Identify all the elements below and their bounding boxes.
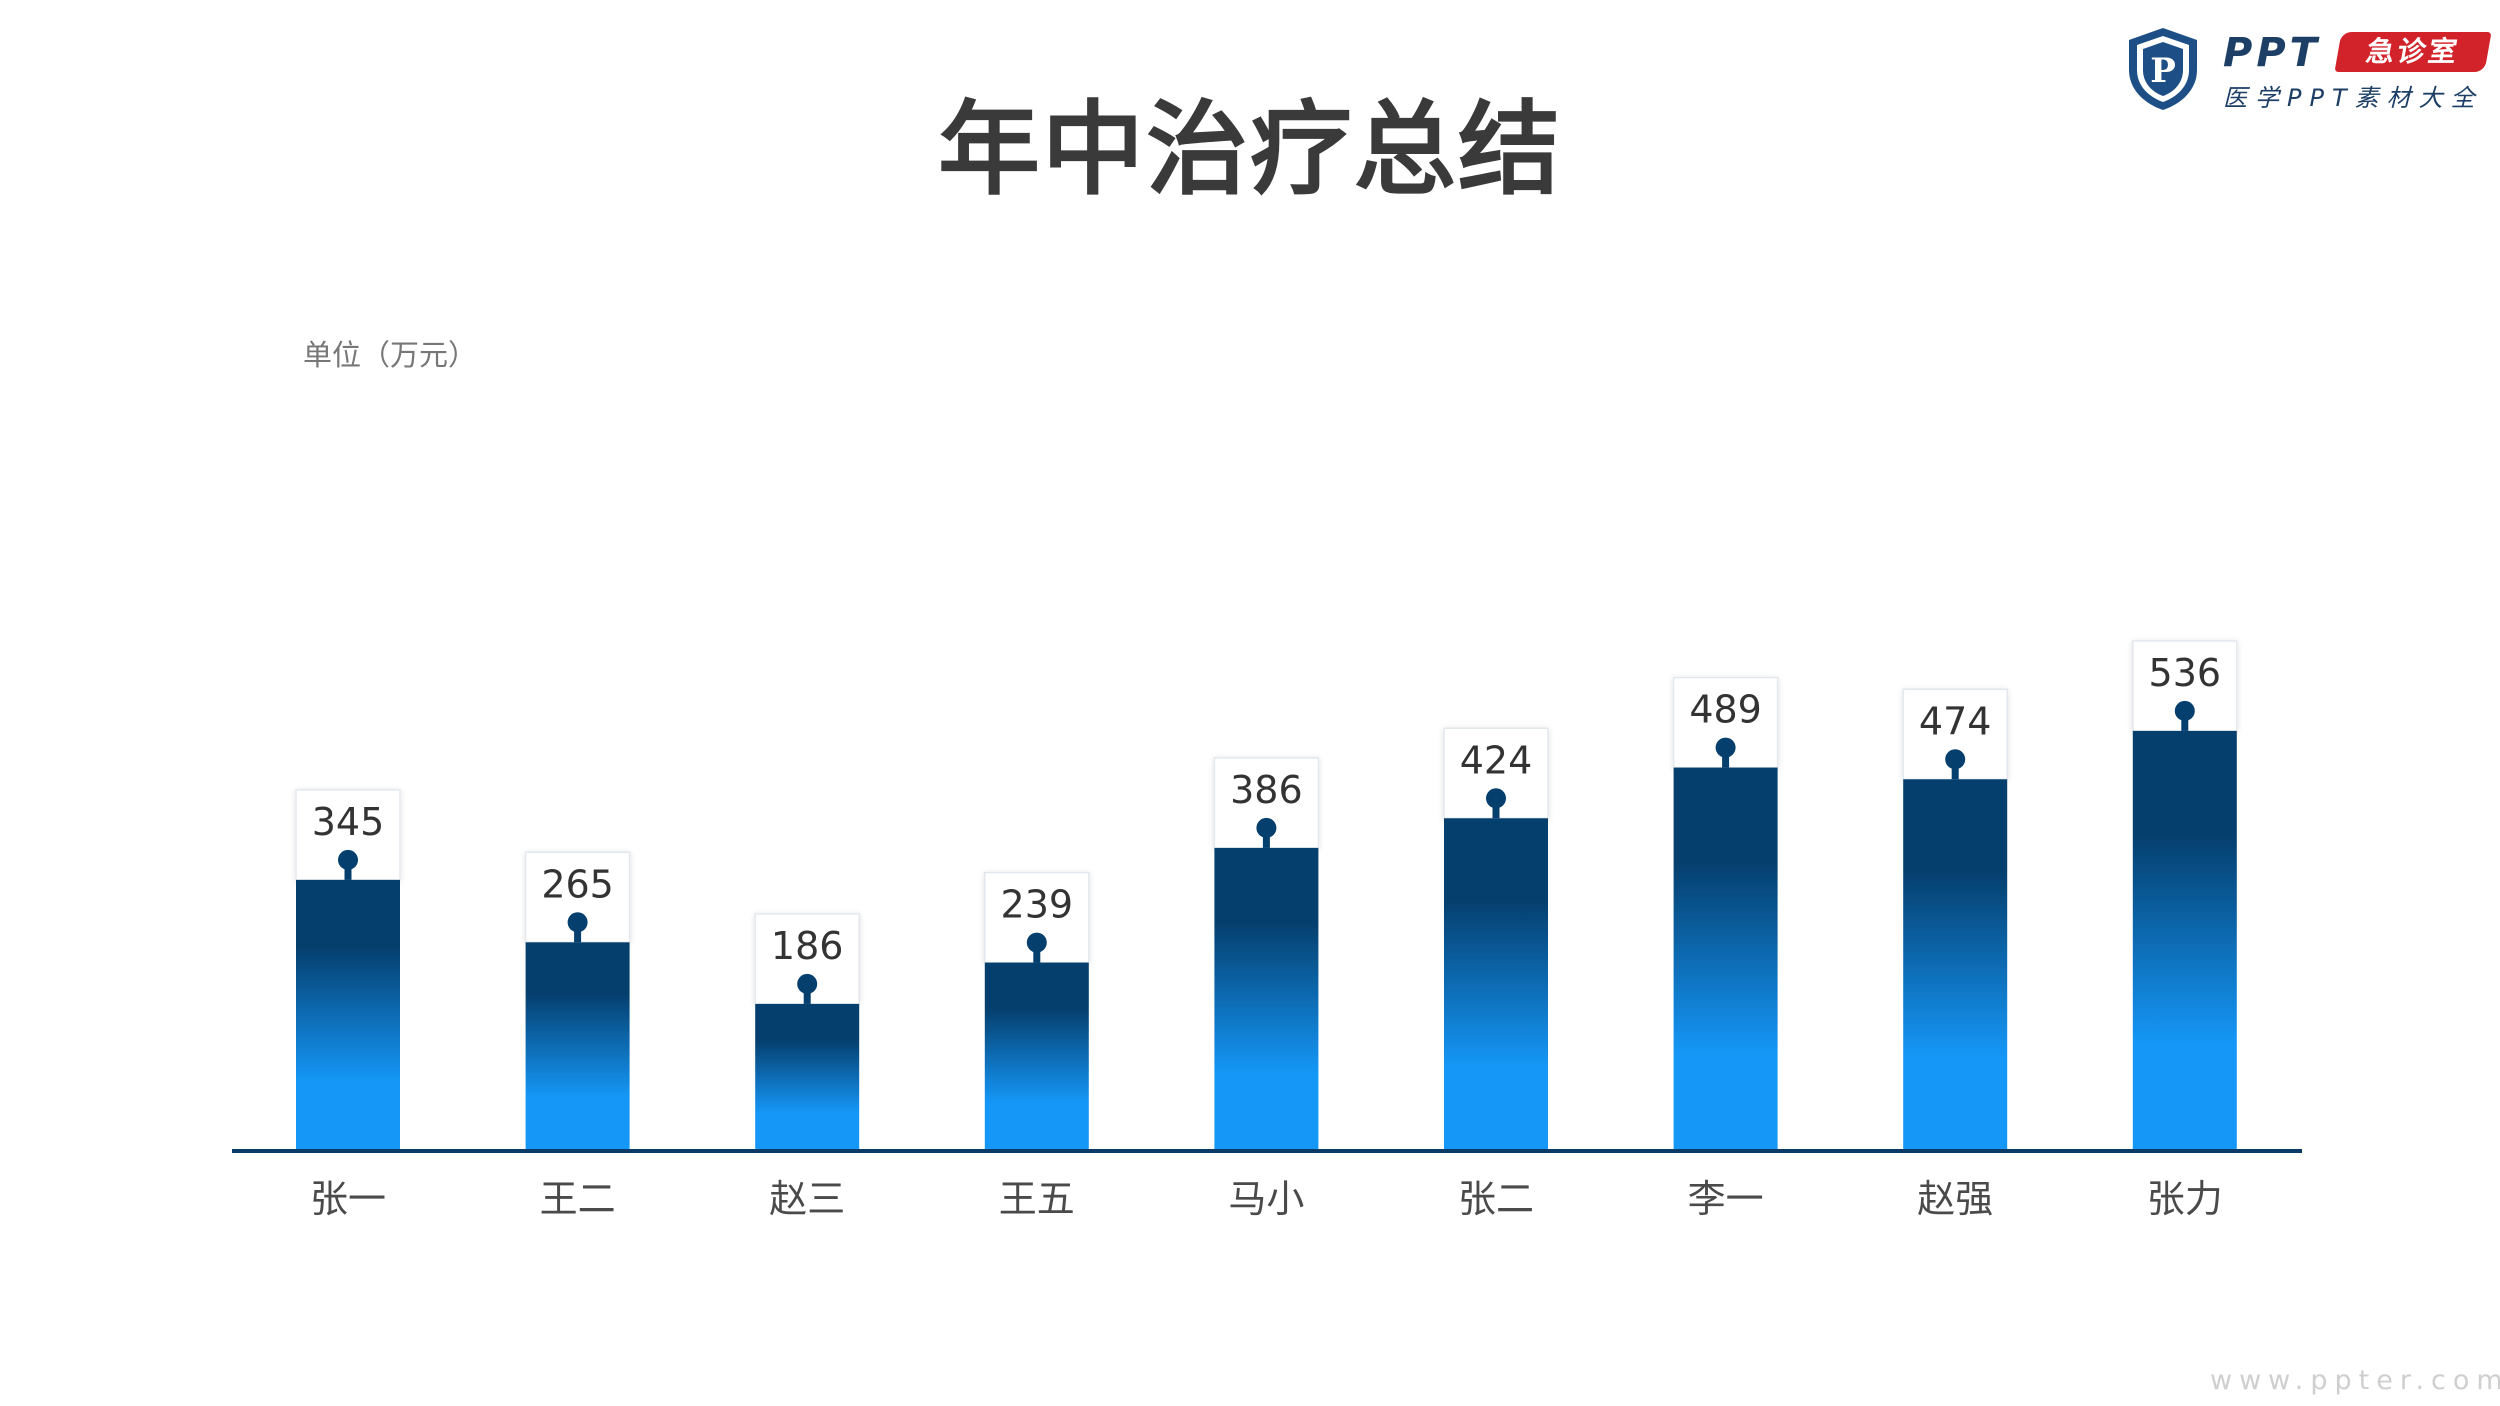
bar-王二 — [525, 942, 630, 1149]
bar-马小 — [1214, 847, 1319, 1149]
data-label: 386 — [1230, 768, 1303, 812]
category-label: 李一 — [1688, 1177, 1764, 1221]
data-label: 424 — [1460, 738, 1533, 782]
watermark-text: www.ppter.com — [2210, 1365, 2500, 1396]
bar-marker-stem — [803, 985, 811, 1004]
bar-marker-icon — [1026, 932, 1047, 953]
bar-marker-stem — [2181, 712, 2189, 731]
bar-marker-stem — [1033, 944, 1041, 963]
data-label: 489 — [1689, 688, 1762, 732]
bar-marker-stem — [574, 924, 582, 943]
y-axis-unit-label: 单位（万元） — [303, 338, 478, 372]
bar-marker-stem — [1951, 761, 1959, 780]
bar-赵三 — [755, 1003, 860, 1149]
bar-marker-icon — [1945, 749, 1966, 770]
bar-marker-stem — [1722, 749, 1730, 768]
bar-marker-icon — [1715, 737, 1736, 758]
shield-letter: P — [2150, 51, 2176, 91]
data-label: 186 — [771, 924, 844, 968]
brand-logo[interactable]: P PPT 急诊室 医学PPT素材大全 — [2125, 22, 2492, 114]
category-label: 马小 — [1228, 1177, 1304, 1221]
category-label: 张二 — [1458, 1177, 1534, 1221]
bar-李一 — [1673, 767, 1778, 1149]
logo-subtitle: 医学PPT素材大全 — [2223, 84, 2483, 112]
category-label: 王二 — [540, 1177, 616, 1221]
bar-marker-icon — [1486, 788, 1506, 809]
bar-marker-icon — [338, 849, 358, 870]
category-label: 张力 — [2147, 1177, 2223, 1221]
bar-marker-stem — [1492, 800, 1500, 819]
data-label: 239 — [1001, 883, 1074, 927]
category-label: 王五 — [999, 1177, 1075, 1221]
bar-marker-icon — [797, 973, 818, 994]
bar-张力 — [2132, 730, 2237, 1149]
category-label: 赵三 — [769, 1177, 845, 1221]
data-label: 265 — [541, 862, 614, 906]
bar-marker-icon — [1256, 817, 1277, 838]
bar-张一 — [296, 879, 400, 1149]
data-label: 345 — [312, 800, 385, 844]
bar-marker-icon — [567, 912, 588, 933]
shield-icon: P — [2129, 28, 2197, 110]
bar-王五 — [984, 962, 1089, 1149]
category-labels: 张一 王二 赵三 王五 马小 张二 李一 赵强 张力 — [310, 1177, 2223, 1221]
bar-marker-stem — [1262, 829, 1270, 848]
logo-ppt-text: PPT — [2223, 30, 2321, 76]
bar-张二 — [1444, 818, 1548, 1149]
bar-marker-icon — [2174, 700, 2195, 721]
data-label: 474 — [1919, 699, 1992, 743]
bar-marker-stem — [344, 861, 352, 880]
category-label: 赵强 — [1917, 1177, 1993, 1221]
bar-赵强 — [1903, 779, 2008, 1149]
page-title: 年中治疗总结 — [938, 91, 1562, 210]
bars-layer: 345 265 186 239 386 424 489 474 536 — [295, 640, 2238, 1149]
data-label: 536 — [2149, 651, 2222, 695]
category-label: 张一 — [310, 1177, 386, 1221]
